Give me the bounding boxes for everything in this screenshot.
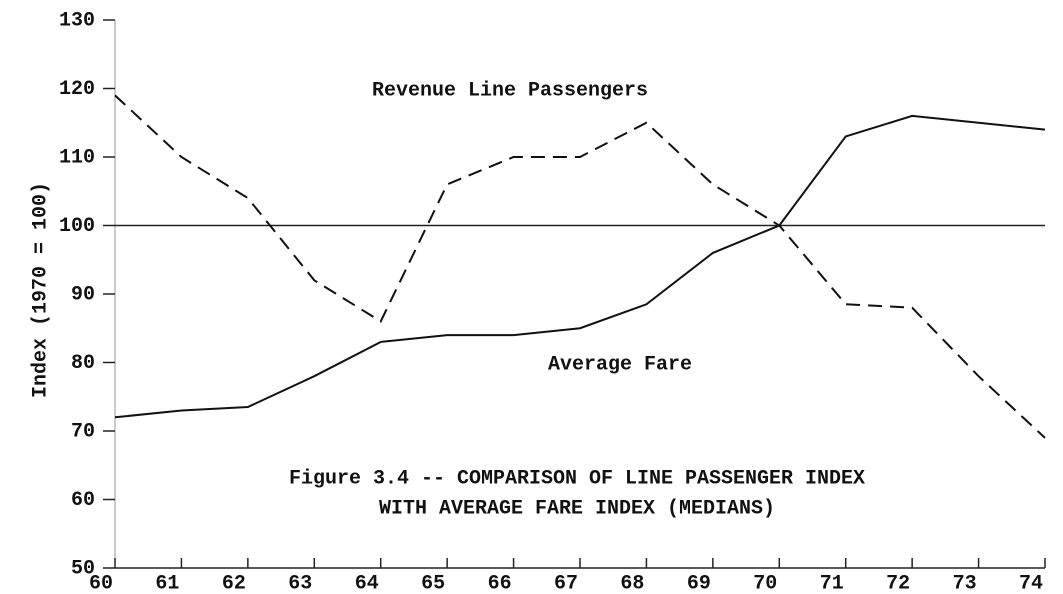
y-tick-label: 90 <box>71 283 95 306</box>
y-tick-label: 130 <box>59 9 95 32</box>
x-tick-label: 61 <box>155 572 179 594</box>
chart-title: Figure 3.4 -- COMPARISON OF LINE PASSENG… <box>289 467 865 490</box>
series-label: Average Fare <box>548 353 692 376</box>
chart-title: WITH AVERAGE FARE INDEX (MEDIANS) <box>379 497 775 520</box>
x-tick-label: 67 <box>554 572 578 594</box>
series-line <box>114 114 1046 419</box>
y-tick-label: 110 <box>59 146 95 169</box>
x-tick-label: 66 <box>488 572 512 594</box>
x-tick-label: 68 <box>620 572 644 594</box>
x-tick-label: 62 <box>222 572 246 594</box>
x-tick-label: 60 <box>89 572 113 594</box>
y-axis-label: Index (1970 = 100) <box>29 182 52 398</box>
x-tick-label: 70 <box>753 572 777 594</box>
x-tick-label: 63 <box>288 572 312 594</box>
x-tick-label: 71 <box>820 572 844 594</box>
x-tick-label: 74 <box>1019 572 1043 594</box>
x-tick-label: 72 <box>886 572 910 594</box>
x-tick-label: 69 <box>687 572 711 594</box>
y-tick-label: 60 <box>71 489 95 512</box>
y-tick-label: 70 <box>71 420 95 443</box>
x-tick-label: 73 <box>953 572 977 594</box>
y-tick-label: 120 <box>59 78 95 101</box>
x-tick-label: 65 <box>421 572 445 594</box>
series-line <box>114 94 1046 439</box>
y-tick-label: 80 <box>71 352 95 375</box>
x-tick-label: 64 <box>355 572 379 594</box>
series-label: Revenue Line Passengers <box>372 79 648 102</box>
y-tick-label: 100 <box>59 215 95 238</box>
y-tick-label: 50 <box>71 557 95 580</box>
